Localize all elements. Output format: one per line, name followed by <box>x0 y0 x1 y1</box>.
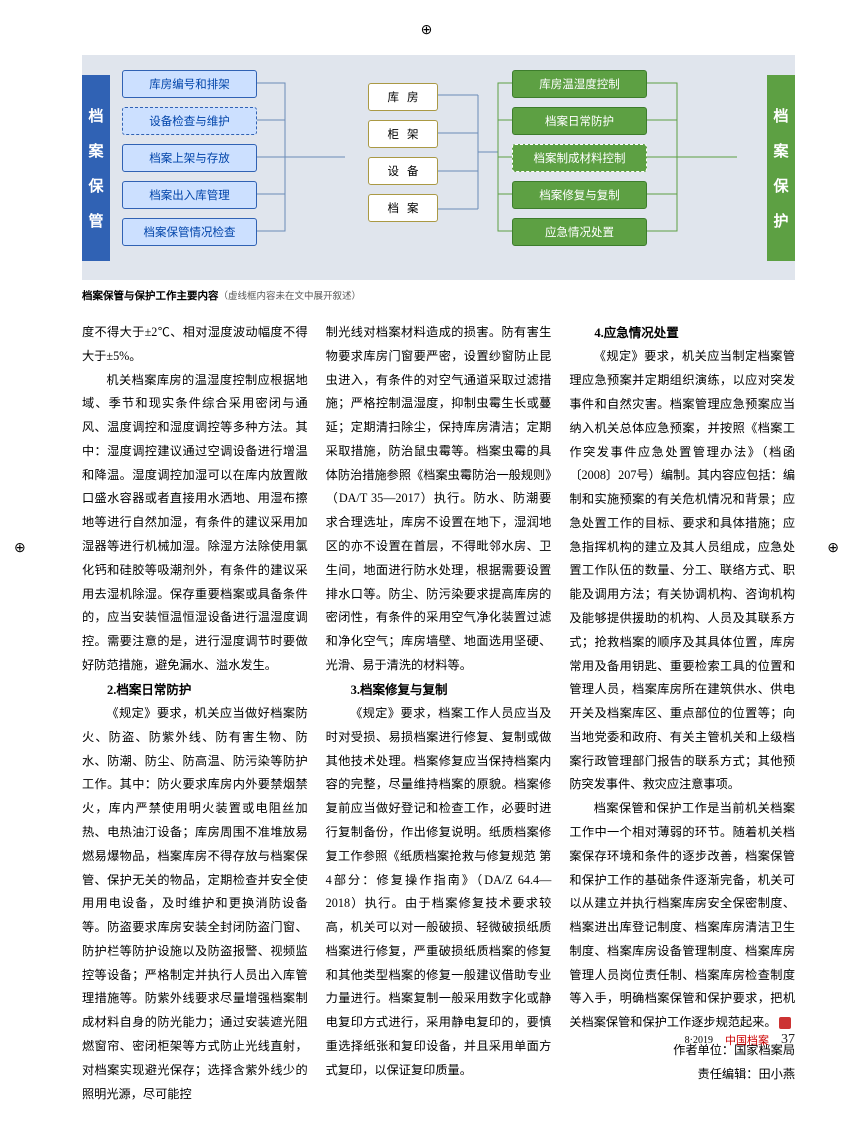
diagram-node: 设备 <box>368 157 438 185</box>
body-text: 《规定》要求，机关应当做好档案防火、防盗、防紫外线、防有害生物、防水、防潮、防尘… <box>82 702 308 1106</box>
crop-mark: ⊕ <box>14 540 26 557</box>
page-footer: 8·2019 中国档案 37 <box>685 1032 795 1048</box>
text-column-1: 度不得大于±2℃、相对湿度波动幅度不得大于±5%。 机关档案库房的温湿度控制应根… <box>82 321 308 1106</box>
flowchart-diagram: 档案保管 库房编号和排架 设备检查与维护 档案上架与存放 档案出入库管理 档案保… <box>82 55 795 280</box>
diagram-node: 档案出入库管理 <box>122 181 257 209</box>
middle-boxes-column: 库房 柜架 设备 档案 <box>368 83 438 222</box>
diagram-node: 设备检查与维护 <box>122 107 257 135</box>
diagram-node: 档案制成材料控制 <box>512 144 647 172</box>
diagram-node: 档案 <box>368 194 438 222</box>
diagram-node: 库房 <box>368 83 438 111</box>
crop-mark: ⊕ <box>827 540 839 557</box>
diagram-node: 库房温湿度控制 <box>512 70 647 98</box>
end-mark-icon <box>779 1017 791 1029</box>
body-text: 《规定》要求，机关应当制定档案管理应急预案并定期组织演练，以应对突发事件和自然灾… <box>569 345 795 797</box>
diagram-node: 柜架 <box>368 120 438 148</box>
issue-number: 8·2019 <box>685 1035 713 1046</box>
page-number: 37 <box>781 1032 795 1048</box>
body-text: 机关档案库房的温湿度控制应根据地域、季节和现实条件综合采用密闭与通风、温度调控和… <box>82 369 308 678</box>
diagram-caption: 档案保管与保护工作主要内容（虚线框内容未在文中展开叙述） <box>82 288 795 303</box>
right-boxes-column: 库房温湿度控制 档案日常防护 档案制成材料控制 档案修复与复制 应急情况处置 <box>512 70 647 246</box>
text-column-3: 4.应急情况处置 《规定》要求，机关应当制定档案管理应急预案并定期组织演练，以应… <box>569 321 795 1106</box>
left-boxes-column: 库房编号和排架 设备检查与维护 档案上架与存放 档案出入库管理 档案保管情况检查 <box>122 70 257 246</box>
section-heading: 2.档案日常防护 <box>82 678 308 702</box>
diagram-node: 档案修复与复制 <box>512 181 647 209</box>
body-text: 《规定》要求，档案工作人员应当及时对受损、易损档案进行修复、复制或做其他技术处理… <box>326 702 552 1083</box>
text-column-2: 制光线对档案材料造成的损害。防有害生物要求库房门窗要严密，设置纱窗防止昆虫进入，… <box>326 321 552 1106</box>
body-text: 度不得大于±2℃、相对湿度波动幅度不得大于±5%。 <box>82 321 308 369</box>
editor-info: 责任编辑：田小燕 <box>569 1063 795 1087</box>
diagram-node: 应急情况处置 <box>512 218 647 246</box>
crop-mark: ⊕ <box>421 22 433 39</box>
right-category-label: 档案保护 <box>767 75 795 261</box>
journal-name: 中国档案 <box>725 1032 769 1048</box>
section-heading: 3.档案修复与复制 <box>326 678 552 702</box>
diagram-node: 库房编号和排架 <box>122 70 257 98</box>
section-heading: 4.应急情况处置 <box>569 321 795 345</box>
diagram-node: 档案日常防护 <box>512 107 647 135</box>
body-text: 档案保管和保护工作是当前机关档案工作中一个相对薄弱的环节。随着机关档案保存环境和… <box>569 797 795 1035</box>
left-category-label: 档案保管 <box>82 75 110 261</box>
body-text: 制光线对档案材料造成的损害。防有害生物要求库房门窗要严密，设置纱窗防止昆虫进入，… <box>326 321 552 678</box>
diagram-node: 档案保管情况检查 <box>122 218 257 246</box>
diagram-node: 档案上架与存放 <box>122 144 257 172</box>
